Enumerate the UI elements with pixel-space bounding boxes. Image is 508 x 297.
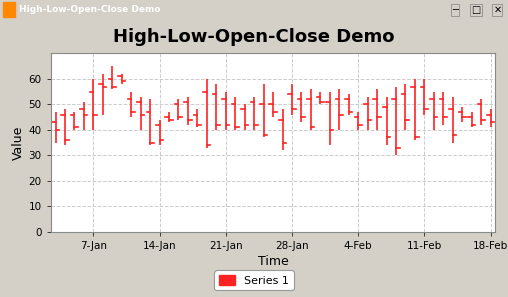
Text: ─: ─ xyxy=(452,5,458,15)
Y-axis label: Value: Value xyxy=(12,125,24,160)
Legend: Series 1: Series 1 xyxy=(214,270,294,290)
Bar xyxy=(3,2,15,18)
X-axis label: Time: Time xyxy=(258,255,289,268)
Text: ✕: ✕ xyxy=(493,5,501,15)
Text: □: □ xyxy=(471,5,481,15)
Text: High-Low-Open-Close Demo: High-Low-Open-Close Demo xyxy=(113,28,395,46)
Text: High-Low-Open-Close Demo: High-Low-Open-Close Demo xyxy=(19,5,161,14)
